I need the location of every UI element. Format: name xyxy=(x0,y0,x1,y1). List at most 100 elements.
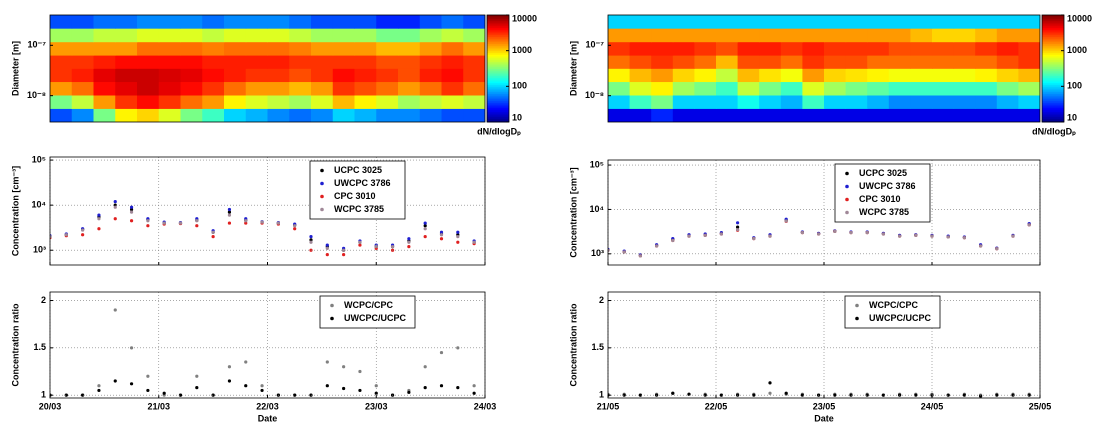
data-point xyxy=(342,386,346,391)
colorbar-swatch xyxy=(487,73,509,77)
colorbar-swatch xyxy=(487,111,509,114)
data-point xyxy=(946,393,950,397)
heatmap-cell xyxy=(672,41,695,56)
colorbar-label: dN/dlogDₚ xyxy=(1032,126,1076,136)
heatmap-cell xyxy=(115,68,138,83)
heatmap-cell xyxy=(245,15,268,29)
heatmap-cell xyxy=(629,28,652,43)
heatmap-cell xyxy=(651,81,674,96)
heatmap-cell xyxy=(672,15,695,29)
heatmap-cell xyxy=(629,108,652,122)
colorbar-label: dN/dlogDₚ xyxy=(477,126,521,136)
heatmap-cell xyxy=(824,81,847,96)
heatmap-cell xyxy=(651,41,674,56)
heatmap-cell xyxy=(202,28,225,43)
colorbar-swatch xyxy=(487,91,509,94)
data-point xyxy=(374,245,378,249)
data-point xyxy=(195,224,199,228)
heatmap-cell xyxy=(267,68,290,83)
heatmap-cell xyxy=(759,108,782,122)
data-point xyxy=(914,233,918,238)
heatmap-cell xyxy=(137,108,160,122)
data-point xyxy=(456,346,460,350)
data-point xyxy=(638,254,643,258)
heatmap-cell xyxy=(802,94,825,109)
heatmap-cell xyxy=(441,28,464,43)
heatmap-cell xyxy=(953,55,976,69)
data-point xyxy=(898,234,902,238)
plot-area xyxy=(50,308,476,397)
colorbar-swatch xyxy=(487,97,509,100)
colorbar-swatch xyxy=(487,116,509,119)
heatmap-cell xyxy=(202,41,225,56)
heatmap-cell xyxy=(441,81,464,96)
heatmap-cell xyxy=(932,55,955,69)
data-point xyxy=(358,388,362,393)
data-point xyxy=(146,374,150,378)
data-point xyxy=(81,233,85,237)
data-point xyxy=(113,217,117,221)
data-point xyxy=(146,219,150,223)
heatmap-cell xyxy=(932,68,955,83)
data-point xyxy=(671,238,675,243)
heatmap-cell xyxy=(716,41,739,56)
legend-marker xyxy=(845,197,849,202)
data-point xyxy=(129,207,134,212)
heatmap-cell xyxy=(180,68,203,83)
colorbar-swatch xyxy=(487,89,509,93)
colorbar-swatch xyxy=(1042,77,1064,80)
colorbar-swatch xyxy=(1042,25,1064,28)
data-point xyxy=(293,227,297,231)
heatmap-cell xyxy=(629,15,652,29)
data-point xyxy=(423,227,427,231)
data-point xyxy=(439,237,444,241)
heatmap-cell xyxy=(1018,55,1040,69)
colorbar-swatch xyxy=(487,88,509,91)
colorbar-swatch xyxy=(487,34,509,37)
heatmap-cell xyxy=(50,15,73,29)
heatmap-cell xyxy=(953,28,976,43)
heatmap-cell xyxy=(376,15,399,29)
heatmap-cell xyxy=(224,15,247,29)
heatmap-cell xyxy=(737,55,760,69)
heatmap-cell xyxy=(71,68,94,83)
heatmap-cell xyxy=(311,55,334,69)
heatmap-cell xyxy=(311,108,334,122)
heatmap-cell xyxy=(953,81,976,96)
data-point xyxy=(244,360,248,364)
data-point xyxy=(260,384,264,388)
heatmap-cell xyxy=(158,81,181,96)
legend-marker xyxy=(330,303,334,308)
heatmap-cell xyxy=(996,55,1019,69)
heatmap-cell xyxy=(245,108,268,122)
heatmap-cell xyxy=(975,94,998,109)
data-point xyxy=(472,391,476,395)
data-point xyxy=(64,393,68,397)
heatmap-cell xyxy=(888,94,911,109)
colorbar-swatch xyxy=(487,27,509,30)
heatmap-cell xyxy=(202,68,225,83)
heatmap-cell xyxy=(224,94,247,109)
data-point xyxy=(995,247,999,251)
data-point xyxy=(195,385,199,390)
heatmap-cell xyxy=(932,81,955,96)
heatmap-cell xyxy=(996,68,1019,83)
heatmap-cell xyxy=(759,68,782,83)
data-point xyxy=(407,240,411,244)
colorbar-swatch xyxy=(487,72,509,75)
data-point xyxy=(211,235,215,239)
heatmap-cell xyxy=(115,55,138,69)
heatmap-cell xyxy=(845,108,868,122)
heatmap-cell xyxy=(224,68,247,83)
y-tick-label: 10⁻⁷ xyxy=(28,40,47,50)
colorbar-swatch xyxy=(1042,56,1064,59)
heatmap-cell xyxy=(608,55,631,69)
heatmap-cell xyxy=(932,94,955,109)
colorbar-swatch xyxy=(1042,27,1064,30)
data-point xyxy=(768,234,772,238)
legend-label: WCPC/CPC xyxy=(869,300,918,310)
data-point xyxy=(325,243,329,247)
heatmap-cell xyxy=(93,94,116,109)
colorbar-swatch xyxy=(1042,61,1064,64)
colorbar-swatch xyxy=(1042,15,1064,18)
